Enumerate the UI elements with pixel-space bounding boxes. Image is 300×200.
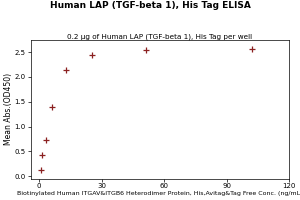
Point [143, 48, 148, 51]
X-axis label: Biotinylated Human ITGAV&ITGB6 Heterodimer Protein, His,Avitag&Tag Free Conc. (n: Biotinylated Human ITGAV&ITGB6 Heterodim… [17, 191, 300, 196]
Title: 0.2 μg of Human LAP (TGF-beta 1), His Tag per well: 0.2 μg of Human LAP (TGF-beta 1), His Ta… [67, 33, 253, 40]
Point [250, 47, 255, 50]
Point [63, 68, 68, 71]
Point [50, 105, 55, 108]
Point [38, 169, 43, 172]
Y-axis label: Mean Abs.(OD450): Mean Abs.(OD450) [4, 73, 13, 145]
Text: Human LAP (TGF-beta 1), His Tag ELISA: Human LAP (TGF-beta 1), His Tag ELISA [50, 1, 250, 10]
Point [90, 53, 95, 56]
Point [40, 154, 45, 157]
Point [43, 138, 48, 142]
